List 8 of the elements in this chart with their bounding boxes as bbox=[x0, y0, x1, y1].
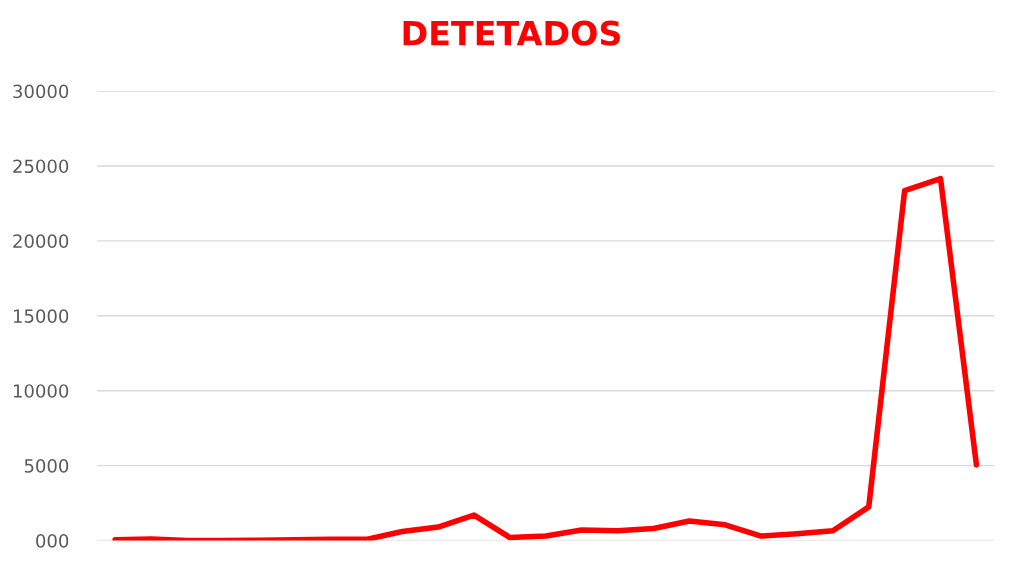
y-tick-label: 10000 bbox=[13, 384, 69, 398]
y-tick-label: 5000 bbox=[24, 459, 69, 473]
y-tick-label: 000 bbox=[36, 534, 69, 548]
y-tick-label: 30000 bbox=[13, 84, 69, 99]
y-tick-label: 25000 bbox=[13, 159, 69, 174]
y-tick-label: 20000 bbox=[13, 234, 69, 248]
y-tick-label: 15000 bbox=[13, 309, 69, 323]
chart-title: DETETADOS bbox=[403, 20, 621, 46]
